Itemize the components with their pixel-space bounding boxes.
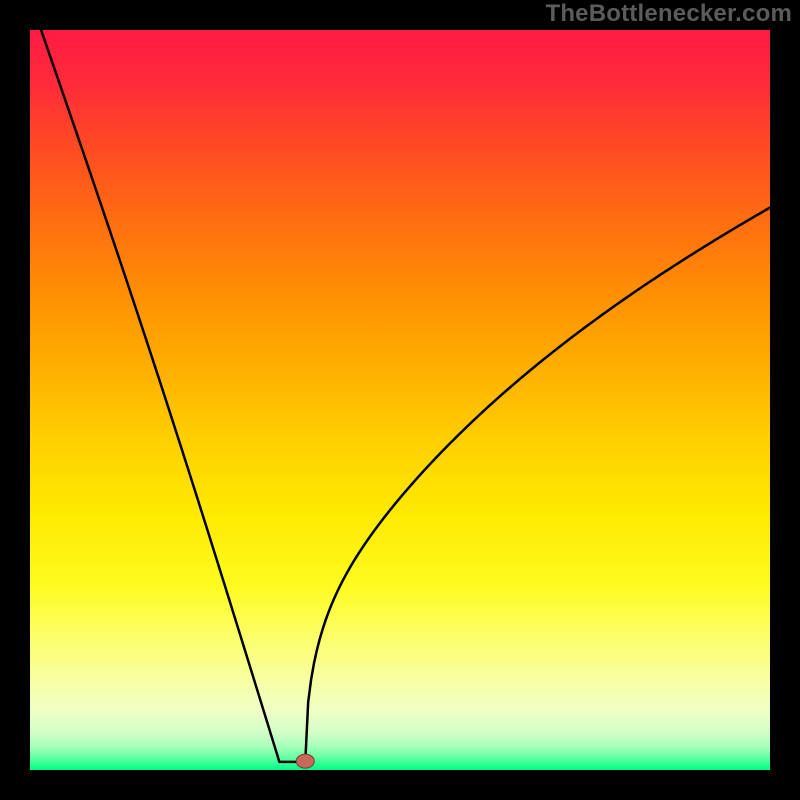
bottleneck-chart	[0, 0, 800, 800]
watermark-text: TheBottlenecker.com	[545, 0, 792, 28]
optimal-point-marker	[296, 754, 314, 768]
gradient-background	[30, 30, 770, 770]
